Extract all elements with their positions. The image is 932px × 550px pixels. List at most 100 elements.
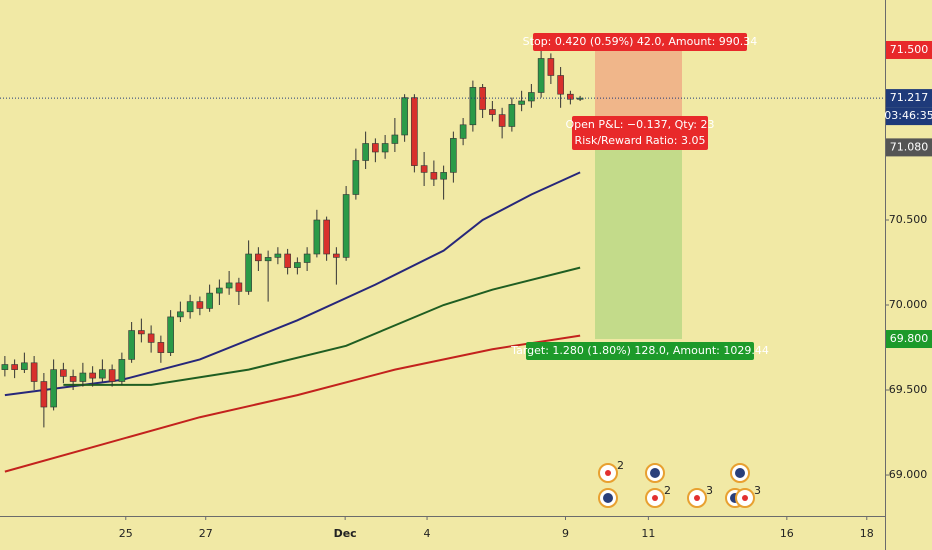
target-price-label: 69.800 bbox=[890, 332, 929, 345]
candle-body bbox=[79, 372, 87, 382]
event-icon-dot bbox=[605, 470, 611, 476]
candle-body bbox=[391, 134, 399, 144]
candle-body bbox=[518, 100, 525, 105]
candle-body bbox=[576, 97, 584, 100]
candle-body bbox=[11, 364, 18, 370]
target-label-box bbox=[526, 342, 754, 361]
candle-body bbox=[430, 172, 438, 180]
stop-price-label: 71.500 bbox=[890, 43, 929, 56]
x-tick-label: 11 bbox=[641, 527, 655, 540]
candle-body bbox=[352, 160, 360, 195]
y-tick-label: 70.500 bbox=[889, 213, 928, 226]
candle-body bbox=[274, 253, 282, 258]
candle-body bbox=[489, 109, 496, 115]
candle-body bbox=[108, 369, 116, 382]
event-icon-dot bbox=[735, 468, 745, 478]
event-icon-dot bbox=[603, 493, 613, 503]
event-badge: 2 bbox=[664, 484, 671, 497]
candle-body bbox=[440, 172, 447, 180]
candle-body bbox=[498, 114, 506, 127]
candle-body bbox=[450, 138, 457, 173]
event-badge: 3 bbox=[754, 484, 761, 497]
candle-body bbox=[362, 143, 369, 161]
candle-body bbox=[235, 282, 243, 292]
candle-body bbox=[508, 104, 516, 127]
target-price-label-box bbox=[886, 330, 932, 349]
candle-body bbox=[303, 253, 311, 263]
candle-body bbox=[411, 97, 418, 166]
event-badge: 2 bbox=[617, 459, 624, 472]
countdown-label-box bbox=[886, 107, 932, 126]
plot-area bbox=[0, 49, 885, 473]
candle-body bbox=[21, 362, 28, 370]
candle-body bbox=[342, 194, 350, 258]
x-tick-label: 9 bbox=[562, 527, 569, 540]
candle-body bbox=[89, 372, 96, 379]
candle-body bbox=[225, 282, 233, 289]
moving-average bbox=[63, 266, 581, 386]
candle-body bbox=[372, 143, 379, 153]
x-tick-label: 16 bbox=[780, 527, 794, 540]
event-icon-dot bbox=[694, 495, 700, 501]
x-tick-label: Dec bbox=[334, 527, 357, 540]
candle-body bbox=[1, 364, 9, 370]
last-price-label: 71.217 bbox=[890, 91, 929, 104]
candle-body bbox=[459, 124, 467, 139]
stop-label: Stop: 0.420 (0.59%) 42.0, Amount: 990.34 bbox=[523, 35, 758, 48]
candle-body bbox=[196, 301, 204, 309]
candle-body bbox=[245, 253, 252, 292]
pnl-label-box bbox=[572, 116, 708, 150]
candle-body bbox=[186, 301, 194, 313]
x-tick-label: 18 bbox=[860, 527, 874, 540]
y-tick-label: 69.000 bbox=[889, 468, 928, 481]
candle-body bbox=[313, 219, 321, 255]
candle-body bbox=[40, 381, 48, 408]
candle-body bbox=[118, 359, 126, 382]
candle-body bbox=[333, 253, 340, 258]
candle-body bbox=[30, 362, 38, 382]
candle-body bbox=[147, 333, 155, 343]
candle-body bbox=[255, 253, 262, 262]
candle-body bbox=[206, 292, 213, 309]
pnl-label: Open P&L: −0.137, Qty: 23 bbox=[566, 118, 715, 131]
candle-body bbox=[479, 87, 486, 110]
countdown-label: 03:46:35 bbox=[884, 109, 932, 122]
event-icon-dot bbox=[742, 495, 748, 501]
event-icon-dot bbox=[650, 468, 660, 478]
moving-average bbox=[4, 334, 581, 473]
candle-body bbox=[528, 92, 535, 102]
candle-body bbox=[557, 75, 564, 95]
candle-body bbox=[420, 165, 428, 173]
moving-average bbox=[4, 171, 581, 397]
stop-price-label-box bbox=[886, 40, 932, 59]
y-tick-label: 69.500 bbox=[889, 383, 928, 396]
candle-body bbox=[284, 253, 291, 268]
candle-body bbox=[60, 369, 67, 377]
ratio-label: Risk/Reward Ratio: 3.05 bbox=[575, 134, 706, 147]
candle-body bbox=[50, 369, 57, 408]
x-tick-label: 4 bbox=[424, 527, 431, 540]
target-label: Target: 1.280 (1.80%) 128.0, Amount: 102… bbox=[510, 344, 769, 357]
candle-body bbox=[99, 369, 106, 379]
candle-body bbox=[128, 330, 135, 360]
last-price-label-box bbox=[886, 89, 932, 108]
event-badge: 3 bbox=[706, 484, 713, 497]
candle-body bbox=[381, 143, 389, 153]
candle-body bbox=[216, 287, 223, 294]
stop-zone bbox=[595, 49, 682, 122]
candle-body bbox=[69, 376, 77, 382]
entry-price-label: 71.080 bbox=[890, 140, 929, 153]
stop-label-box bbox=[533, 32, 747, 51]
x-tick-label: 25 bbox=[119, 527, 133, 540]
candle-body bbox=[177, 311, 184, 318]
candle-body bbox=[547, 58, 555, 76]
candle-body bbox=[401, 97, 408, 136]
candle-body bbox=[157, 342, 165, 353]
target-zone bbox=[595, 121, 682, 340]
candle-body bbox=[167, 316, 174, 353]
candle-body bbox=[567, 93, 574, 100]
candle-body bbox=[537, 58, 545, 93]
candle-body bbox=[138, 330, 145, 335]
